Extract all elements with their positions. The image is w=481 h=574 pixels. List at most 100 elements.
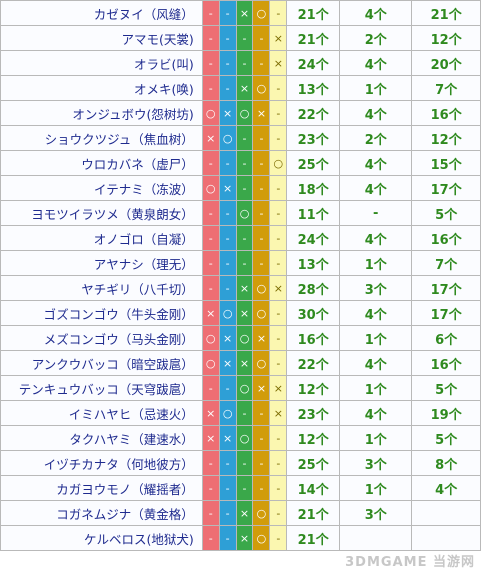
count-3: 21个 <box>411 0 481 26</box>
monster-name: イミハヤヒ（忌速火） <box>0 400 203 426</box>
table-row: オンジュボウ(怨树坊) ○ × ○ × -22个 4个 16个 <box>0 100 481 126</box>
mark-4: - <box>252 425 271 451</box>
mark-3: ○ <box>235 325 254 351</box>
mark-2: - <box>218 475 237 501</box>
mark-3: × <box>235 0 254 26</box>
mark-2: × <box>218 175 237 201</box>
count-2: 4个 <box>339 0 413 26</box>
monster-name: ヤチギリ（八千切） <box>0 275 203 301</box>
count-2: 1个 <box>339 75 413 101</box>
mark-3: ○ <box>235 425 254 451</box>
mark-1: × <box>201 125 220 151</box>
table-row: コガネムジナ（黄金格） - - × ○ -21个 3个 <box>0 500 481 526</box>
count-3 <box>411 500 481 526</box>
mark-5: - <box>269 250 288 276</box>
table-row: アヤナシ（理无） - - - - -13个 1个 7个 <box>0 250 481 276</box>
monster-name: アマモ(天裳) <box>0 25 203 51</box>
mark-1: ○ <box>201 350 220 376</box>
mark-3: × <box>235 300 254 326</box>
mark-3: - <box>235 175 254 201</box>
count-1: 23个 <box>286 125 341 151</box>
mark-4: - <box>252 250 271 276</box>
mark-2: - <box>218 50 237 76</box>
table-row: イヅチカナタ（何地彼方） - - - - -25个 3个 8个 <box>0 450 481 476</box>
mark-3: - <box>235 250 254 276</box>
mark-3: ○ <box>235 375 254 401</box>
mark-1: × <box>201 300 220 326</box>
mark-4: ○ <box>252 275 271 301</box>
count-3: 16个 <box>411 100 481 126</box>
mark-5: × <box>269 400 288 426</box>
count-3: 19个 <box>411 400 481 426</box>
mark-2: ○ <box>218 125 237 151</box>
mark-4: × <box>252 100 271 126</box>
count-3: 17个 <box>411 300 481 326</box>
mark-4: - <box>252 125 271 151</box>
count-3: 17个 <box>411 175 481 201</box>
mark-4: - <box>252 475 271 501</box>
mark-5: × <box>269 375 288 401</box>
mark-2: - <box>218 450 237 476</box>
table-row: イミハヤヒ（忌速火） × ○ - - × 23个 4个 19个 <box>0 400 481 426</box>
mark-4: × <box>252 325 271 351</box>
mark-3: - <box>235 400 254 426</box>
count-2: 4个 <box>339 175 413 201</box>
count-2: 2个 <box>339 25 413 51</box>
mark-3: - <box>235 50 254 76</box>
monster-name: オメキ(唤) <box>0 75 203 101</box>
table-row: テンキュウバッコ（天穹跋扈） - - ○ × × 12个 1个 5个 <box>0 375 481 401</box>
mark-4: - <box>252 175 271 201</box>
table-row: オメキ(唤) - - × ○ -13个 1个 7个 <box>0 75 481 101</box>
mark-1: - <box>201 150 220 176</box>
mark-5: - <box>269 225 288 251</box>
monster-name: テンキュウバッコ（天穹跋扈） <box>0 375 203 401</box>
count-1: 25个 <box>286 450 341 476</box>
count-3 <box>411 525 481 551</box>
mark-4: × <box>252 375 271 401</box>
count-3: 6个 <box>411 325 481 351</box>
mark-1: - <box>201 250 220 276</box>
count-2: 4个 <box>339 400 413 426</box>
mark-1: - <box>201 200 220 226</box>
mark-5: - <box>269 425 288 451</box>
monster-name: イテナミ（冻波） <box>0 175 203 201</box>
table-row: オノゴロ（自凝） - - - - -24个 4个 16个 <box>0 225 481 251</box>
monster-name: カガヨウモノ（耀摇者） <box>0 475 203 501</box>
mark-5: - <box>269 500 288 526</box>
count-1: 21个 <box>286 525 341 551</box>
mark-4: - <box>252 225 271 251</box>
count-2: 3个 <box>339 450 413 476</box>
table-row: ケルベロス(地狱犬) - - × ○ -21个 <box>0 525 481 551</box>
count-1: 18个 <box>286 175 341 201</box>
count-2: 2个 <box>339 125 413 151</box>
count-3: 5个 <box>411 375 481 401</box>
count-2: 4个 <box>339 225 413 251</box>
count-3: 5个 <box>411 200 481 226</box>
mark-4: - <box>252 200 271 226</box>
count-1: 21个 <box>286 0 341 26</box>
monster-name: ケルベロス(地狱犬) <box>0 525 203 551</box>
mark-2: - <box>218 225 237 251</box>
table-body: カゼヌイ（风缝） - - × ○ -21个 4个 21个 アマモ(天裳) - - - - × 21个 2个 12… <box>0 0 481 551</box>
mark-2: × <box>218 425 237 451</box>
mark-3: - <box>235 225 254 251</box>
monster-name: メズコンゴウ（马头金刚） <box>0 325 203 351</box>
monster-name: アヤナシ（理无） <box>0 250 203 276</box>
mark-4: - <box>252 50 271 76</box>
mark-3: × <box>235 275 254 301</box>
mark-1: - <box>201 75 220 101</box>
mark-5: × <box>269 50 288 76</box>
monster-name: オンジュボウ(怨树坊) <box>0 100 203 126</box>
monster-name: ショウクツジュ（焦血树） <box>0 125 203 151</box>
count-1: 11个 <box>286 200 341 226</box>
mark-5: - <box>269 450 288 476</box>
count-1: 24个 <box>286 50 341 76</box>
count-1: 12个 <box>286 425 341 451</box>
mark-3: ○ <box>235 100 254 126</box>
count-1: 22个 <box>286 100 341 126</box>
table-row: ヨモツイラツメ（黄泉朗女） - - ○ - -11个 -5个 <box>0 200 481 226</box>
mark-1: - <box>201 225 220 251</box>
mark-2: - <box>218 25 237 51</box>
table-row: ウロカバネ（虚尸） - - - - ○ 25个 4个 15个 <box>0 150 481 176</box>
count-3: 17个 <box>411 275 481 301</box>
